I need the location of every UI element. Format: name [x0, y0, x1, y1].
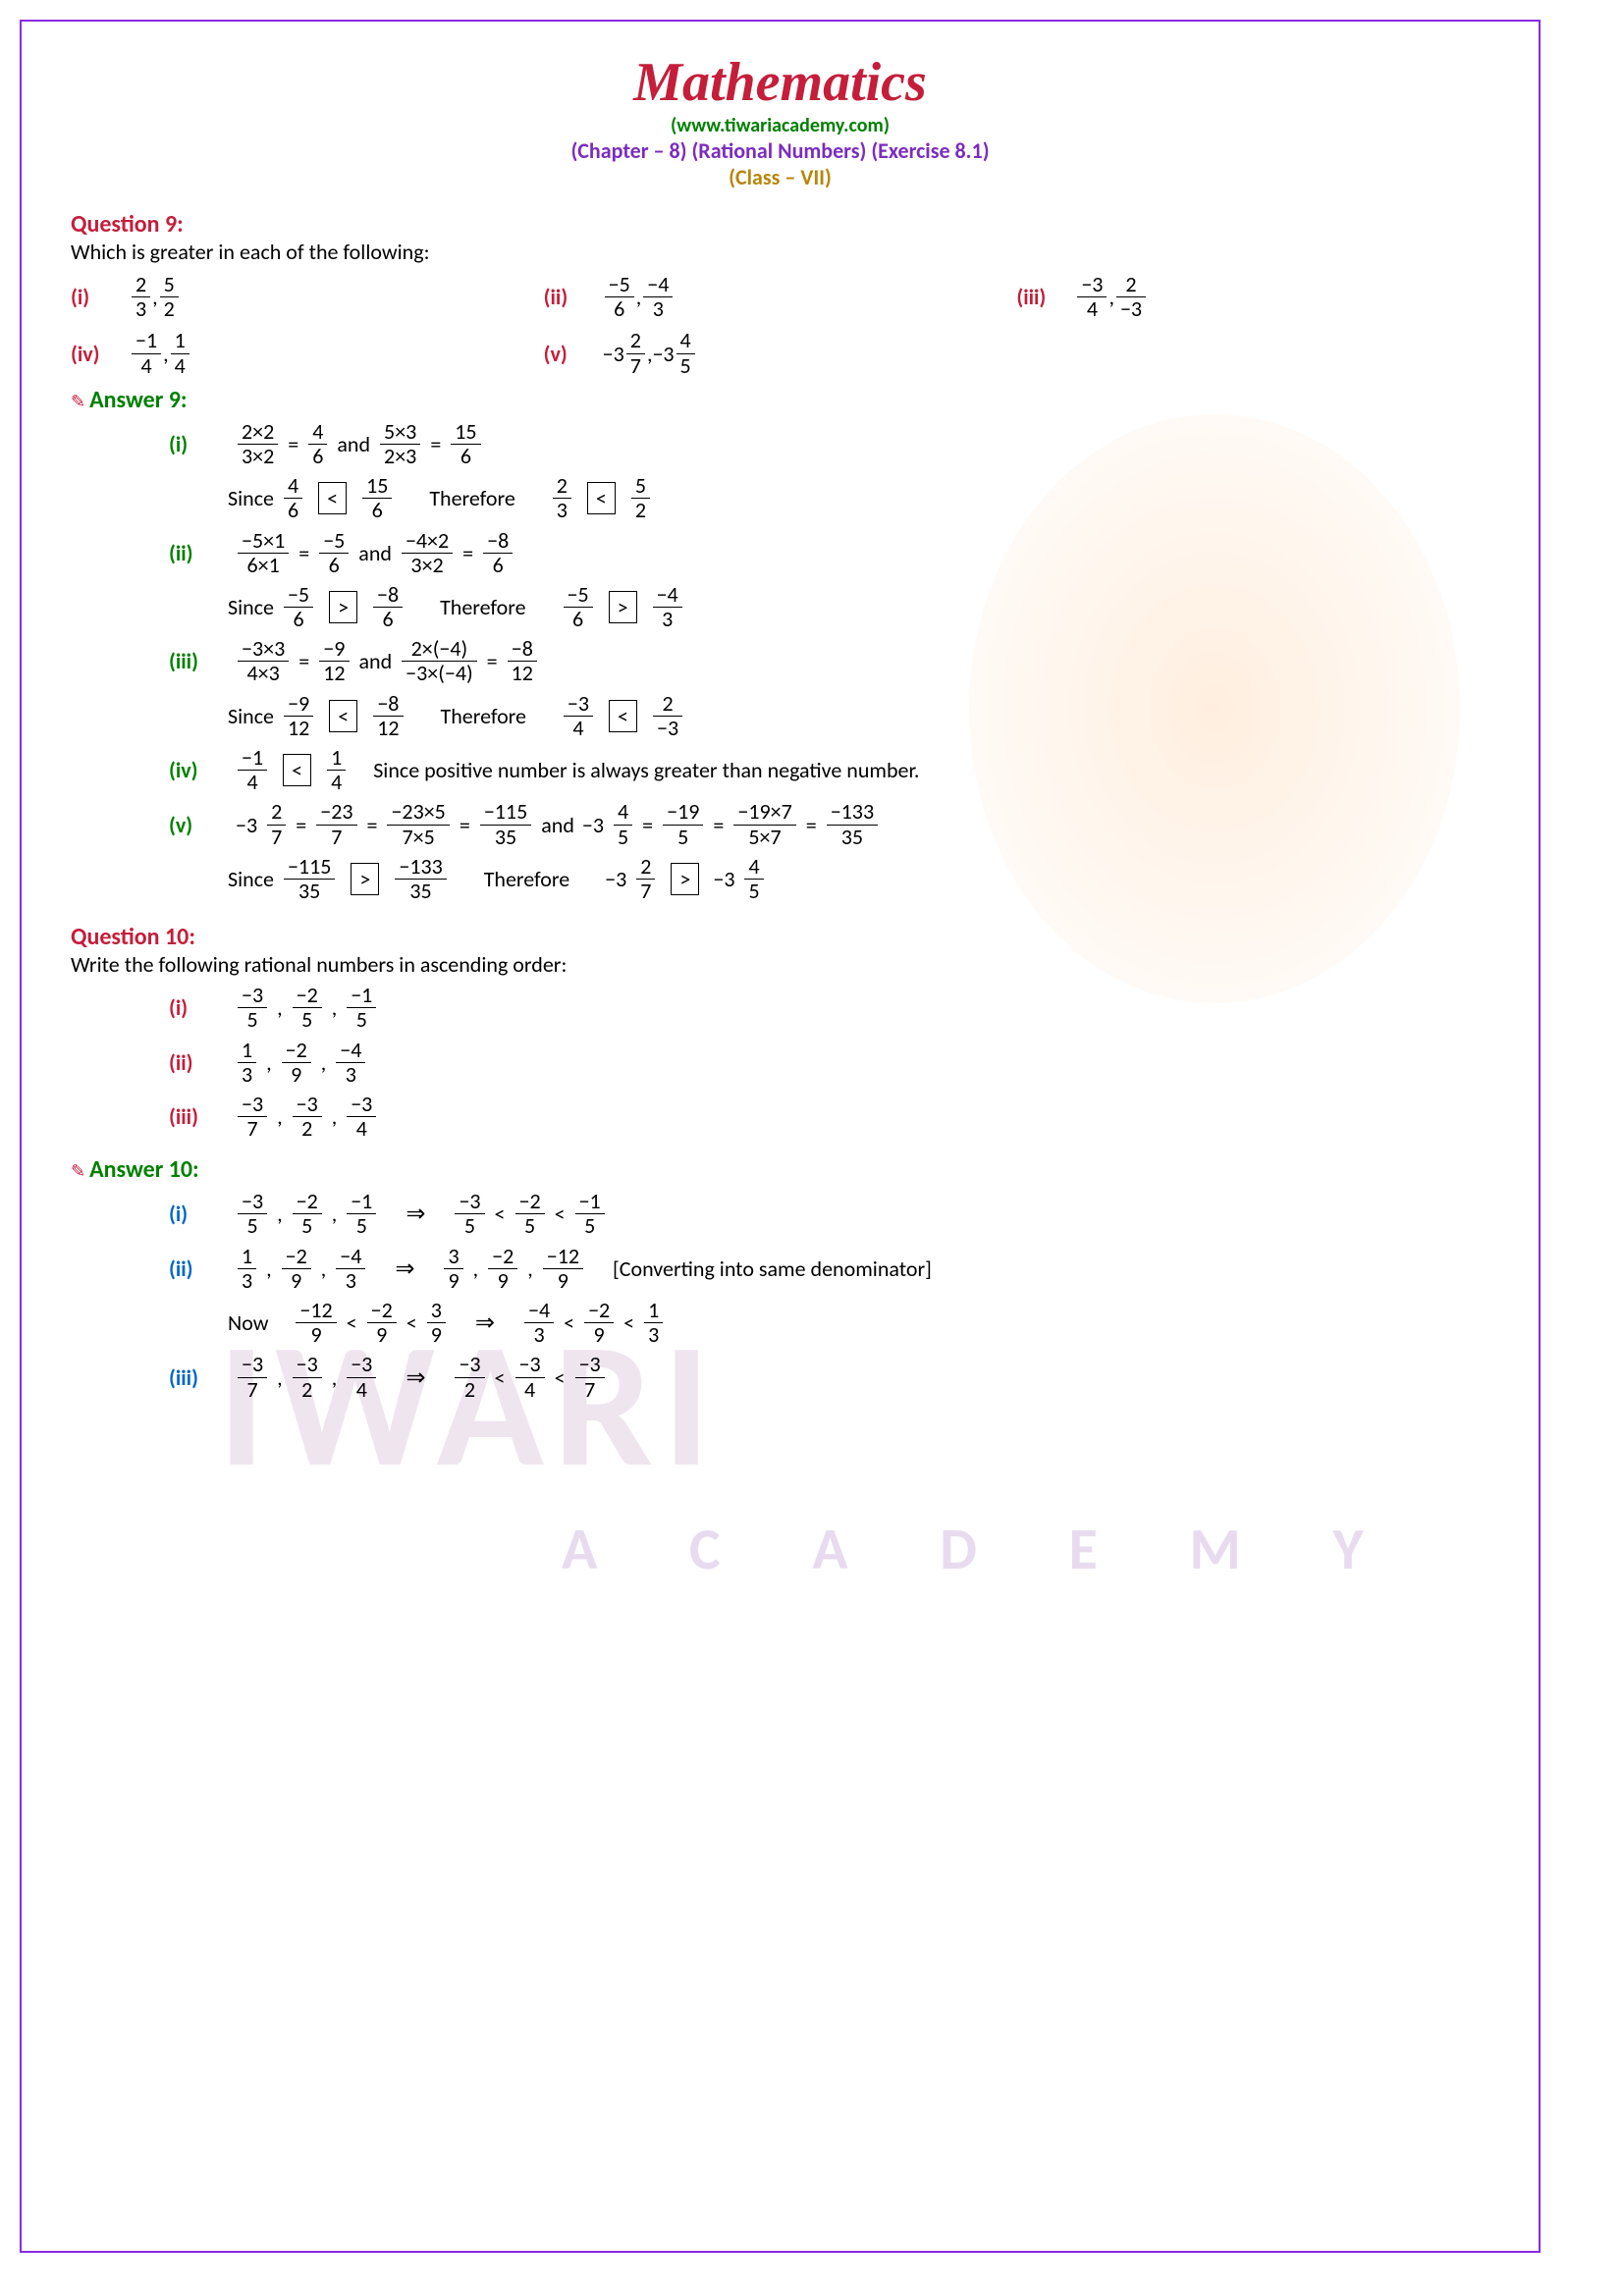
q10-ii: (ii) 13, −29, −43 [169, 1039, 1489, 1087]
a10-iii: (iii) −37, −32, −34 ⇒ −32< −34< −37 [169, 1353, 1489, 1401]
q9-iii-label: (iii) [1016, 284, 1075, 310]
a9-iv-note: Since positive number is always greater … [373, 757, 919, 783]
boxed-op: > [351, 863, 379, 895]
a9-v-line2: Since −11535 > −13335 Therefore −327 > −… [228, 855, 1489, 903]
class-info: (Class – VII) [71, 164, 1489, 190]
q9-iii-frac-a: −34 [1077, 273, 1107, 321]
a9-ii-line2: Since −56 > −86 Therefore −56 > −43 [228, 583, 1489, 631]
q9-ii-frac-a: −56 [605, 273, 634, 321]
a9-i-label: (i) [169, 431, 228, 457]
q9-row2: (iv) −14, 14 (v) −327, −345 [71, 329, 1489, 377]
boxed-op: < [609, 700, 637, 732]
q10-i: (i) −35, −25, −15 [169, 984, 1489, 1032]
q9-i-frac-b: 52 [160, 273, 179, 321]
a9-i-line2: Since 46 < 156 Therefore 23 < 52 [228, 474, 1489, 522]
a9-iii-label: (iii) [169, 648, 228, 674]
q9-iv-label: (iv) [71, 341, 130, 367]
implies-arrow: ⇒ [395, 1255, 414, 1283]
page-container: IWARI A C A D E M Y Mathematics (www.tiw… [20, 20, 1541, 2253]
a9-ii-label: (ii) [169, 540, 228, 566]
a10-ii-label: (ii) [169, 1255, 228, 1282]
pen-icon: ✎ [71, 391, 85, 412]
question-10-label: Question 10: [71, 923, 1489, 951]
q9-iv-frac-a: −14 [132, 329, 161, 377]
boxed-op: < [587, 482, 616, 514]
answer-10-label: Answer 10: [89, 1155, 199, 1184]
question-9-label: Question 9: [71, 210, 1489, 239]
q9-iii-frac-b: 2−3 [1116, 273, 1146, 321]
boxed-op: < [329, 700, 357, 732]
a10-ii-line1: (ii) 13, −29, −43 ⇒ 39, −29, −129 [Conve… [169, 1245, 1489, 1293]
q9-iv-frac-b: 14 [171, 329, 189, 377]
answer-9-label: Answer 9: [89, 386, 187, 414]
implies-arrow: ⇒ [406, 1200, 425, 1228]
watermark-sub: A C A D E M Y [562, 1514, 1403, 1585]
q9-v-frac-a: 27 [626, 329, 645, 377]
a9-v-label: (v) [169, 812, 228, 838]
boxed-op: < [318, 482, 347, 514]
a9-iv-line: (iv) −14 < 14 Since positive number is a… [169, 746, 1489, 794]
q9-v-label: (v) [544, 341, 603, 367]
q9-i-frac-a: 23 [132, 273, 150, 321]
a9-iii-line1: (iii) −3×34×3= −912 and 2×(−4)−3×(−4)= −… [169, 637, 1489, 685]
q9-v-frac-b: 45 [676, 329, 695, 377]
question-9-prompt: Which is greater in each of the followin… [71, 239, 1489, 265]
implies-arrow: ⇒ [406, 1363, 425, 1392]
document-header: Mathematics (www.tiwariacademy.com) (Cha… [71, 51, 1489, 190]
a9-iii-line2: Since −912 < −812 Therefore −34 < 2−3 [228, 692, 1489, 740]
page-title: Mathematics [71, 51, 1489, 114]
q9-v-mixed-a: −3 [603, 341, 624, 367]
q10-ii-label: (ii) [169, 1049, 228, 1076]
chapter-info: (Chapter – 8) (Rational Numbers) (Exerci… [71, 137, 1489, 164]
a9-i-line1: (i) 2×23×2= 46 and 5×32×3= 156 [169, 420, 1489, 468]
question-10-prompt: Write the following rational numbers in … [71, 951, 1489, 978]
q9-ii-label: (ii) [544, 284, 603, 310]
a9-iv-label: (iv) [169, 757, 228, 783]
boxed-op: > [329, 591, 357, 623]
a10-iii-label: (iii) [169, 1364, 228, 1391]
a10-ii-line2: Now −129< −29< 39 ⇒ −43< −29< 13 [228, 1299, 1489, 1347]
boxed-op: > [609, 591, 637, 623]
q10-iii: (iii) −37, −32, −34 [169, 1093, 1489, 1141]
website-url: (www.tiwariacademy.com) [71, 114, 1489, 137]
boxed-op: < [283, 754, 311, 786]
q10-i-label: (i) [169, 994, 228, 1021]
q9-v-mixed-b: −3 [652, 341, 674, 367]
q9-i-label: (i) [71, 284, 130, 310]
a10-i-label: (i) [169, 1201, 228, 1227]
answer-10-header: ✎Answer 10: [71, 1155, 1489, 1184]
a10-ii-note: [Converting into same denominator] [613, 1255, 932, 1282]
pen-icon: ✎ [71, 1160, 85, 1182]
boxed-op: > [671, 863, 699, 895]
q9-ii-frac-b: −43 [643, 273, 673, 321]
q9-row1: (i) 23, 52 (ii) −56, −43 (iii) −34, 2−3 [71, 273, 1489, 321]
a9-v-line1: (v) −327= −237= −23×57×5= −11535 and −34… [169, 800, 1489, 848]
a10-i: (i) −35, −25, −15 ⇒ −35< −25< −15 [169, 1190, 1489, 1238]
a9-ii-line1: (ii) −5×16×1= −56 and −4×23×2= −86 [169, 529, 1489, 577]
content-area: Mathematics (www.tiwariacademy.com) (Cha… [71, 51, 1489, 1402]
q10-iii-label: (iii) [169, 1103, 228, 1130]
implies-arrow: ⇒ [475, 1308, 495, 1337]
answer-9-header: ✎Answer 9: [71, 386, 1489, 414]
